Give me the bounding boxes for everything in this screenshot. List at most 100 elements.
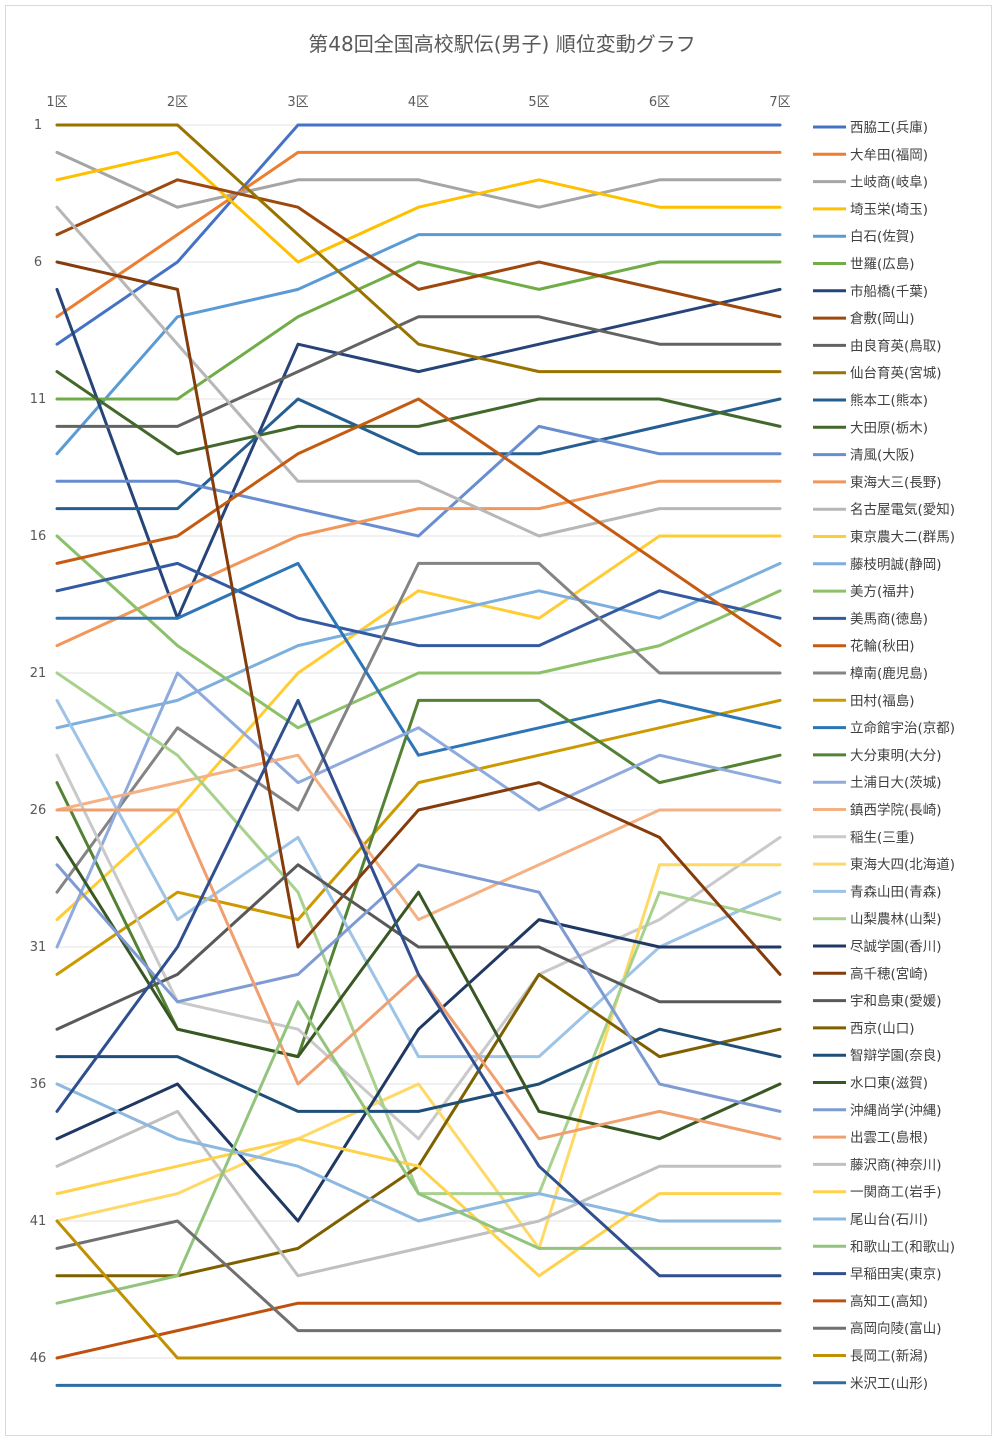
legend-item: 花輪(秋田): [813, 638, 915, 655]
legend-item: 和歌山工(和歌山): [813, 1239, 955, 1255]
legend-item: 山梨農林(山梨): [813, 912, 942, 928]
legend-item: 西脇工(兵庫): [813, 120, 928, 136]
legend-label: 名古屋電気(愛知): [850, 501, 955, 518]
legend-item: 土浦日大(茨城): [813, 775, 942, 791]
legend-item: 名古屋電気(愛知): [813, 501, 955, 518]
series-line: [55, 479, 782, 648]
legend-label: 高知工(高知): [850, 1293, 928, 1310]
legend-label: 大分東明(大分): [850, 748, 942, 764]
y-tick-label: 41: [30, 1214, 47, 1229]
series-line: [55, 561, 782, 730]
series-line: [55, 561, 782, 648]
x-axis-ticks: 1区 2区 3区 4区 5区 6区 7区: [46, 95, 790, 110]
legend-item: 水口東(滋賀): [813, 1076, 928, 1092]
legend-label: 大牟田(福岡): [850, 147, 928, 163]
legend-item: 尽誠学園(香川): [813, 939, 942, 955]
legend-label: 仙台育英(宮城): [850, 365, 942, 382]
series-line: [55, 178, 782, 319]
legend-label: 土浦日大(茨城): [850, 775, 942, 791]
legend-item: 東海大三(長野): [813, 475, 942, 491]
legend-item: 藤沢商(神奈川): [813, 1157, 942, 1173]
legend-label: 田村(福島): [850, 693, 915, 709]
series-lines: [55, 123, 782, 1387]
legend-label: 花輪(秋田): [850, 638, 915, 655]
legend-item: 由良育英(鳥取): [813, 337, 942, 354]
legend-label: 長岡工(新潟): [850, 1349, 928, 1365]
series-line: [55, 1000, 782, 1305]
chart-frame: [5, 5, 992, 1436]
legend-label: 白石(佐賀): [850, 229, 915, 245]
legend-label: 美馬商(徳島): [850, 611, 928, 627]
legend-label: 宇和島東(愛媛): [850, 994, 942, 1010]
legend-label: 世羅(広島): [850, 257, 915, 273]
series-line: [55, 233, 782, 456]
legend-label: 高岡向陵(富山): [850, 1320, 942, 1337]
legend-item: 一関商工(岩手): [813, 1185, 942, 1201]
legend-item: 土岐商(岐阜): [813, 174, 928, 191]
y-tick-label: 31: [30, 940, 47, 955]
chart-title: 第48回全国高校駅伝(男子) 順位変動グラフ: [308, 32, 695, 56]
series-line: [55, 424, 782, 538]
legend-item: 仙台育英(宮城): [813, 365, 942, 382]
series-line: [55, 150, 782, 209]
legend-label: 稲生(三重): [850, 830, 915, 846]
grid-lines: [57, 124, 780, 1359]
legend-item: 倉敷(岡山): [813, 311, 915, 327]
series-line: [55, 863, 782, 1113]
legend-item: 東海大四(北海道): [813, 857, 955, 873]
legend-item: 尾山台(石川): [813, 1212, 928, 1228]
series-line: [55, 205, 782, 538]
x-tick-label: 2区: [167, 95, 188, 110]
legend-label: 西京(山口): [850, 1021, 915, 1037]
legend-label: 和歌山工(和歌山): [850, 1239, 955, 1255]
series-line: [55, 698, 782, 1278]
legend-item: 宇和島東(愛媛): [813, 994, 942, 1010]
series-line: [55, 123, 782, 346]
series-line: [55, 835, 782, 1141]
legend-item: 世羅(広島): [813, 257, 915, 273]
legend-item: 清風(大阪): [813, 448, 915, 464]
legend-label: 山梨農林(山梨): [850, 912, 942, 928]
legend-item: 高岡向陵(富山): [813, 1320, 942, 1337]
legend-label: 鎮西学院(長崎): [850, 803, 942, 819]
x-tick-label: 5区: [528, 95, 549, 110]
series-line: [55, 1301, 782, 1360]
legend-label: 東海大四(北海道): [850, 857, 955, 873]
y-tick-label: 36: [30, 1077, 47, 1092]
legend-label: 出雲工(島根): [850, 1130, 928, 1146]
series-line: [55, 260, 782, 976]
x-tick-label: 6区: [649, 95, 670, 110]
legend-label: 倉敷(岡山): [850, 311, 915, 327]
legend-item: 大分東明(大分): [813, 748, 942, 764]
x-tick-label: 3区: [287, 95, 308, 110]
legend-label: 一関商工(岩手): [850, 1185, 942, 1201]
series-line: [55, 397, 782, 511]
legend-label: 土岐商(岐阜): [850, 174, 928, 191]
series-line: [55, 1082, 782, 1223]
legend-label: 尽誠学園(香川): [850, 939, 942, 955]
legend-item: 藤枝明誠(静岡): [813, 557, 942, 573]
series-line: [55, 863, 782, 1250]
legend-item: 美馬商(徳島): [813, 611, 928, 627]
series-line: [55, 561, 782, 894]
legend-label: 由良育英(鳥取): [850, 337, 942, 354]
legend-item: 高千穂(宮崎): [813, 965, 928, 982]
y-tick-label: 21: [30, 666, 47, 681]
legend-label: 立命館宇治(京都): [850, 720, 955, 737]
series-line: [55, 370, 782, 456]
legend-item: 西京(山口): [813, 1021, 915, 1037]
legend-item: 沖縄尚学(沖縄): [813, 1103, 942, 1119]
series-line: [55, 397, 782, 648]
series-line: [55, 315, 782, 428]
legend-item: 稲生(三重): [813, 830, 915, 846]
legend-item: 高知工(高知): [813, 1293, 928, 1310]
legend-label: 大田原(栃木): [850, 420, 928, 436]
y-tick-label: 26: [30, 803, 47, 818]
legend-label: 青森山田(青森): [850, 884, 942, 900]
legend-item: 大田原(栃木): [813, 420, 928, 436]
series-line: [55, 918, 782, 1223]
legend-label: 尾山台(石川): [850, 1212, 928, 1228]
legend-item: 出雲工(島根): [813, 1130, 928, 1146]
